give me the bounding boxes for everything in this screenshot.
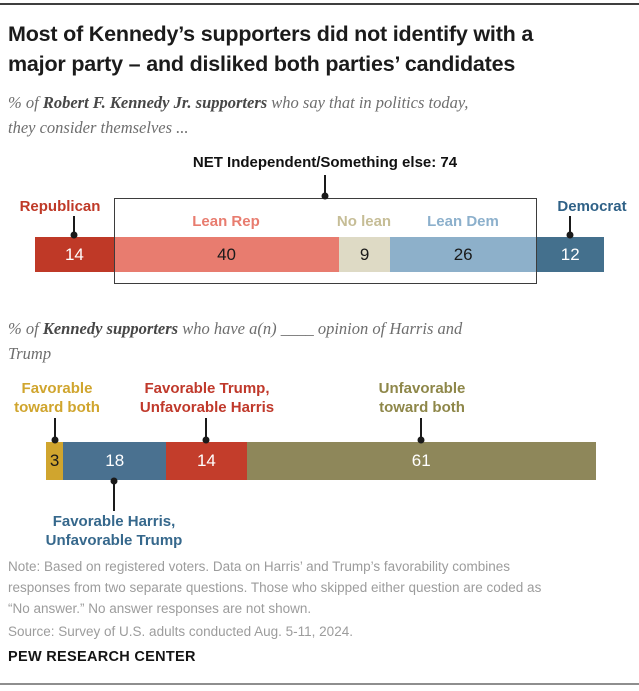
label-lean-dem: Lean Dem (427, 213, 499, 230)
subtitle-text: who have a(n) ____ opinion of Harris and (178, 319, 463, 338)
segment-favorable-harris: 18 (63, 442, 167, 480)
segment-favorable-trump: 14 (166, 442, 247, 480)
favorable-trump-pointer-line (205, 418, 207, 438)
net-pointer-dot (321, 192, 329, 200)
segment-value: 3 (49, 451, 60, 470)
unfavorable-both-pointer-dot (417, 436, 425, 444)
subtitle-bold: Robert F. Kennedy Jr. supporters (42, 93, 268, 112)
chart1-subtitle: % of Robert F. Kennedy Jr. supporters wh… (8, 91, 608, 141)
favorable-both-pointer-line (54, 418, 56, 438)
unfavorable-both-pointer-line (420, 418, 422, 438)
segment-republican: 14 (35, 237, 114, 272)
label-favorable-trump: Favorable Trump, Unfavorable Harris (139, 380, 275, 416)
subtitle-text: % of (8, 319, 43, 338)
segment-lean-dem: 26 (389, 237, 537, 272)
source-text: Source: Survey of U.S. adults conducted … (8, 624, 353, 639)
page-title: Most of Kennedy’s supporters did not ide… (8, 22, 534, 76)
label-favorable-harris: Favorable Harris, Unfavorable Trump (45, 513, 183, 549)
subtitle-text: they consider themselves ... (8, 117, 189, 137)
segment-favorable-both: 3 (46, 442, 64, 480)
bottom-divider (0, 683, 639, 685)
favorability-stacked-bar: 3 18 14 61 (46, 442, 596, 480)
favorable-harris-pointer-line (113, 484, 115, 511)
republican-pointer-dot (70, 231, 78, 239)
party-id-stacked-bar: 14 40 9 26 12 (35, 237, 604, 272)
chart2-subtitle: % of Kennedy supporters who have a(n) __… (8, 317, 608, 367)
net-pointer-line (324, 175, 326, 194)
net-independent-box (114, 198, 537, 284)
subtitle-bold: Kennedy supporters (42, 319, 179, 338)
favorable-harris-pointer-dot (110, 477, 118, 485)
favorable-both-pointer-dot (51, 436, 59, 444)
segment-value: 61 (411, 451, 431, 470)
note-text: Note: Based on registered voters. Data o… (8, 559, 542, 616)
label-democrat: Democrat (557, 198, 627, 215)
segment-lean-rep: 40 (113, 237, 340, 272)
segment-value: 26 (453, 244, 473, 264)
segment-democrat: 12 (536, 237, 604, 272)
subtitle-text: Trump (8, 343, 52, 363)
net-independent-label: NET Independent/Something else: 74 (192, 154, 458, 171)
segment-value: 12 (560, 244, 580, 264)
democrat-pointer-line (569, 216, 571, 233)
label-unfavorable-both: Unfavorable toward both (378, 380, 466, 416)
segment-value: 40 (217, 244, 236, 264)
label-republican: Republican (19, 198, 101, 215)
subtitle-text: % of (8, 93, 43, 112)
segment-no-lean: 9 (339, 237, 390, 272)
democrat-pointer-dot (566, 231, 574, 239)
segment-value: 18 (105, 451, 125, 470)
segment-value: 9 (359, 244, 370, 264)
label-no-lean: No lean (336, 213, 392, 230)
republican-pointer-line (73, 216, 75, 233)
segment-value: 14 (196, 451, 216, 470)
label-favorable-both: Favorable toward both (14, 380, 100, 416)
favorable-trump-pointer-dot (202, 436, 210, 444)
top-divider (0, 3, 639, 5)
label-lean-rep: Lean Rep (192, 213, 260, 230)
segment-value: 14 (64, 244, 84, 264)
segment-unfavorable-both: 61 (246, 442, 596, 480)
pew-research-center-wordmark: PEW RESEARCH CENTER (8, 649, 196, 665)
subtitle-text: who say that in politics today, (267, 93, 469, 112)
